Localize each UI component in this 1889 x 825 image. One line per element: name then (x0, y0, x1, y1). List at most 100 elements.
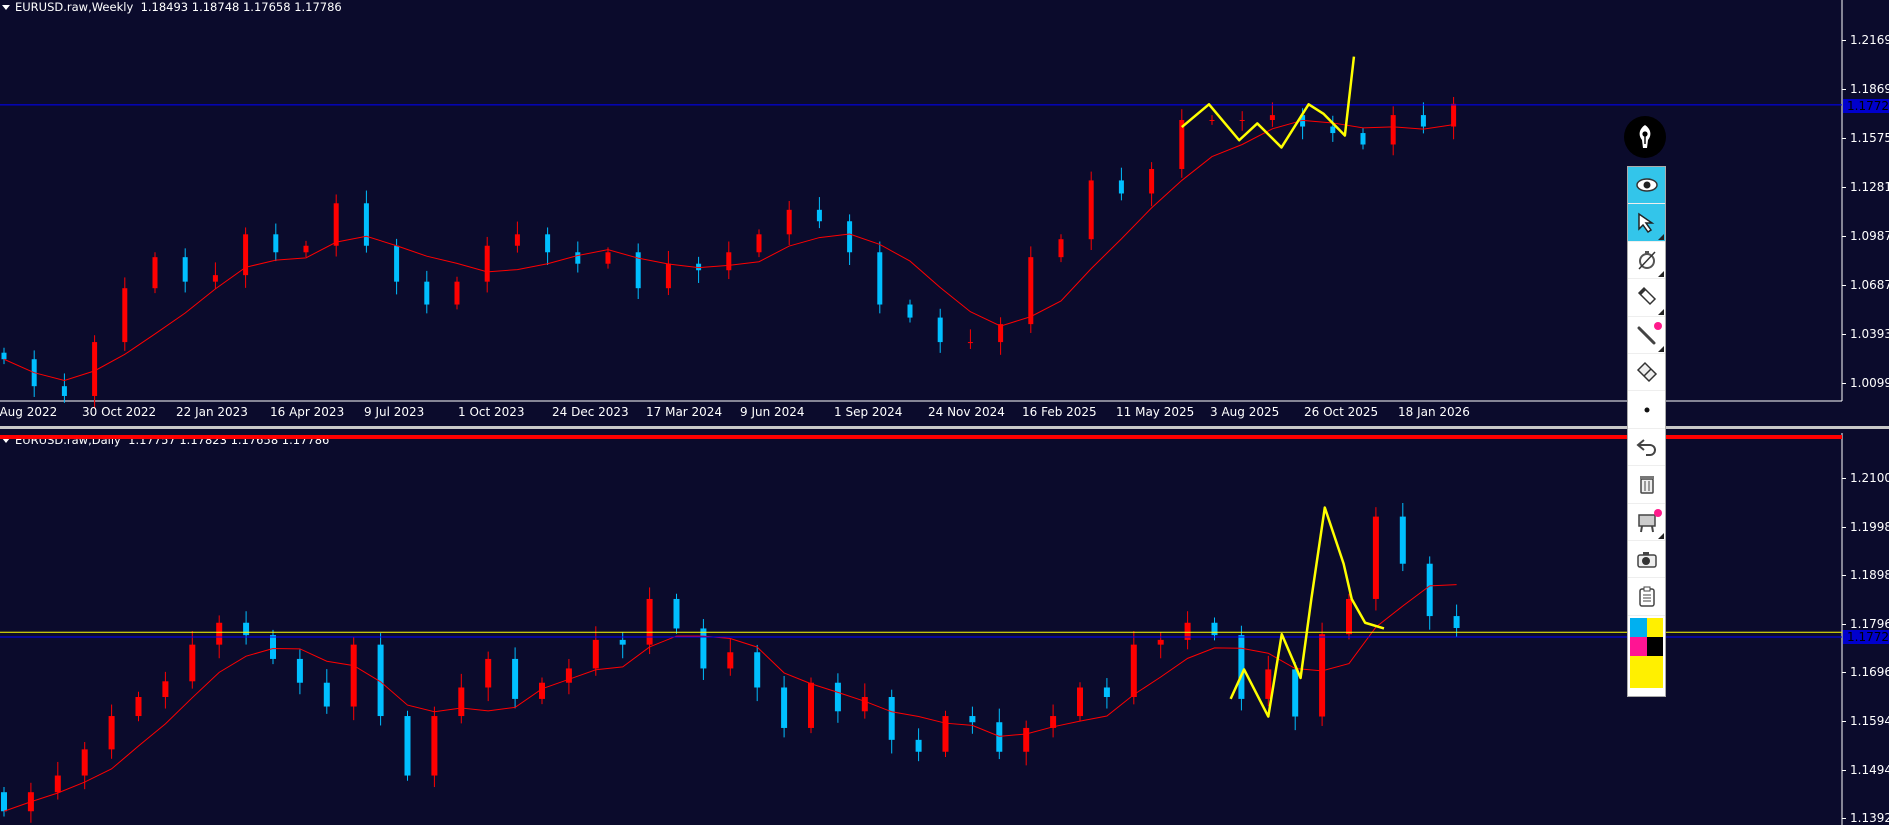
bull-candle (1058, 239, 1064, 258)
bear-candle (673, 598, 680, 629)
bull-candle (54, 775, 61, 793)
time-axis-label: 16 Apr 2023 (270, 405, 345, 419)
stopwatch-tool-button[interactable] (1628, 242, 1665, 280)
pencil-eraser-tool-button[interactable] (1628, 279, 1665, 317)
eye-tool-button[interactable] (1628, 167, 1665, 205)
bear-candle (575, 252, 581, 264)
color-swatch[interactable] (1630, 655, 1663, 688)
bull-candle (484, 245, 490, 282)
time-axis-label: 26 Oct 2025 (1304, 405, 1379, 419)
time-axis-label: 11 May 2025 (1116, 405, 1195, 419)
cursor-tool-button[interactable] (1628, 204, 1665, 242)
daily-chart-panel[interactable]: EURUSD.raw,Daily 1.17757 1.17823 1.17658… (0, 433, 1889, 825)
bull-candle (565, 668, 572, 683)
bear-candle (1426, 563, 1433, 617)
time-axis-label: 17 Mar 2024 (646, 405, 723, 419)
bull-candle (431, 716, 438, 776)
trash-icon (1639, 476, 1654, 495)
bear-candle (700, 628, 707, 669)
bear-candle (1399, 516, 1406, 564)
time-axis-label: 3 Aug 2025 (1210, 405, 1280, 419)
bull-candle (1319, 634, 1326, 717)
bull-candle (726, 252, 732, 271)
bull-candle (135, 697, 142, 717)
color-swatch[interactable] (1630, 636, 1647, 656)
time-axis-label: 22 Jan 2023 (176, 405, 248, 419)
bear-candle (404, 716, 411, 776)
cursor-icon (1637, 212, 1654, 233)
bull-candle (1050, 716, 1057, 728)
weekly-price-tag: 1.17725 (1843, 99, 1889, 113)
pen-tool-button[interactable] (1624, 116, 1666, 158)
bull-candle (1269, 115, 1275, 121)
bull-candle (1390, 115, 1396, 145)
bull-candle (1346, 598, 1352, 635)
weekly-chart-panel[interactable]: EURUSD.raw,Weekly 1.18493 1.18748 1.1765… (0, 0, 1889, 427)
bear-candle (1292, 669, 1299, 717)
line-icon (1637, 326, 1655, 345)
bull-candle (1184, 622, 1191, 640)
daily-chart-canvas[interactable] (0, 433, 1889, 825)
color-swatch[interactable] (1646, 636, 1663, 656)
easel-tool-button[interactable] (1628, 504, 1665, 541)
eraser-tool-button[interactable] (1628, 354, 1665, 392)
bull-candle (1209, 120, 1215, 122)
submenu-corner-icon (1658, 233, 1664, 240)
bull-candle (592, 639, 599, 669)
time-axis-label: 24 Nov 2024 (928, 405, 1005, 419)
bear-candle (1103, 687, 1110, 698)
time-axis-label: 30 Oct 2022 (82, 405, 157, 419)
undo-tool-button[interactable] (1628, 429, 1665, 467)
bear-candle (996, 722, 1003, 752)
collapse-triangle-icon[interactable] (2, 5, 10, 10)
bear-candle (323, 682, 330, 707)
time-axis-label: 7 Aug 2022 (0, 405, 58, 419)
trash-tool-button[interactable] (1628, 466, 1665, 504)
weekly-price-tick: 1.21699 (1842, 33, 1889, 47)
color-swatch[interactable] (1630, 617, 1647, 637)
submenu-corner-icon (1658, 308, 1664, 315)
undo-icon (1635, 439, 1656, 456)
clipboard-icon (1638, 586, 1655, 608)
camera-tool-button[interactable] (1628, 541, 1665, 579)
easel-icon (1637, 513, 1656, 532)
bear-candle (394, 245, 400, 282)
panel-separator[interactable] (0, 426, 1889, 429)
bear-candle (1330, 126, 1336, 134)
dot-tool-button[interactable] (1628, 391, 1665, 429)
bull-candle (162, 681, 169, 698)
bear-candle (915, 739, 922, 752)
indicator-dot (1654, 321, 1662, 330)
bear-candle (969, 716, 976, 723)
bear-candle (834, 682, 841, 712)
weekly-chart-canvas[interactable] (0, 0, 1889, 427)
bull-candle (108, 716, 115, 750)
line-tool-button[interactable] (1628, 317, 1665, 354)
bear-candle (512, 658, 519, 699)
clipboard-tool-button[interactable] (1628, 578, 1665, 616)
time-axis-label: 24 Dec 2023 (552, 405, 629, 419)
bull-candle (942, 716, 949, 752)
bull-candle (189, 644, 196, 682)
collapse-triangle-icon[interactable] (2, 438, 10, 443)
moving-average-line (3, 584, 1457, 812)
bear-candle (1, 352, 7, 360)
bull-candle (122, 288, 128, 343)
bull-candle (998, 324, 1004, 343)
bull-candle (1149, 168, 1155, 194)
weekly-chart-header: EURUSD.raw,Weekly 1.18493 1.18748 1.1765… (2, 0, 342, 14)
bear-candle (1211, 622, 1218, 636)
bull-candle (216, 622, 223, 645)
bear-candle (1118, 180, 1124, 194)
weekly-price-tick: 1.06879 (1842, 278, 1889, 292)
bull-candle (81, 749, 88, 776)
color-swatch[interactable] (1646, 617, 1663, 637)
bull-candle (1088, 180, 1094, 240)
bear-candle (635, 252, 641, 289)
bull-candle (1179, 120, 1185, 169)
fountain-pen-icon (1639, 125, 1651, 148)
drawing-toolbar (1627, 166, 1666, 697)
bear-candle (877, 252, 883, 305)
